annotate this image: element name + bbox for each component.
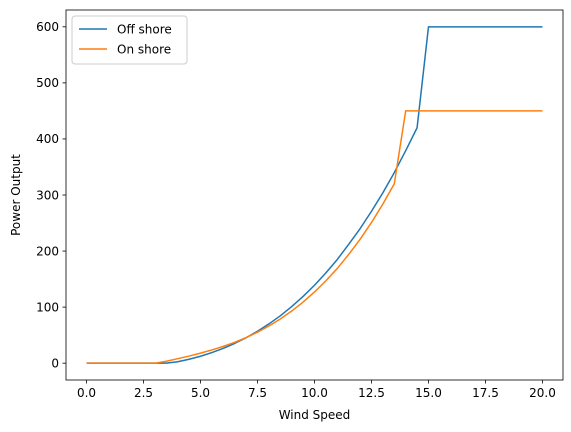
y-tick-label: 300: [36, 188, 59, 202]
y-tick-label: 0: [51, 356, 59, 370]
y-tick-label: 200: [36, 244, 59, 258]
y-tick-label: 500: [36, 76, 59, 90]
x-tick-label: 7.5: [248, 386, 267, 400]
x-tick-label: 15.0: [415, 386, 442, 400]
x-tick-label: 20.0: [529, 386, 556, 400]
x-tick-label: 17.5: [472, 386, 499, 400]
x-tick-label: 5.0: [191, 386, 210, 400]
y-axis-label: Power Output: [9, 154, 23, 236]
x-axis: 0.0 2.5 5.0 7.5 10.0 12.5 15.0 17.5 20.0: [77, 380, 556, 400]
x-tick-label: 12.5: [358, 386, 385, 400]
x-tick-label: 10.0: [301, 386, 328, 400]
y-tick-label: 400: [36, 132, 59, 146]
legend-label-off-shore: Off shore: [117, 23, 172, 37]
legend-label-on-shore: On shore: [117, 43, 171, 57]
y-tick-label: 100: [36, 300, 59, 314]
x-axis-label: Wind Speed: [279, 408, 351, 422]
y-axis: 0 100 200 300 400 500 600: [36, 20, 66, 370]
legend-box: [71, 15, 188, 65]
series-line-on-shore: [86, 110, 543, 364]
x-tick-label: 2.5: [134, 386, 153, 400]
series-lines: [86, 26, 543, 364]
legend: Off shore On shore: [71, 15, 188, 65]
x-tick-label: 0.0: [77, 386, 96, 400]
series-line-off-shore: [86, 26, 543, 364]
y-tick-label: 600: [36, 20, 59, 34]
